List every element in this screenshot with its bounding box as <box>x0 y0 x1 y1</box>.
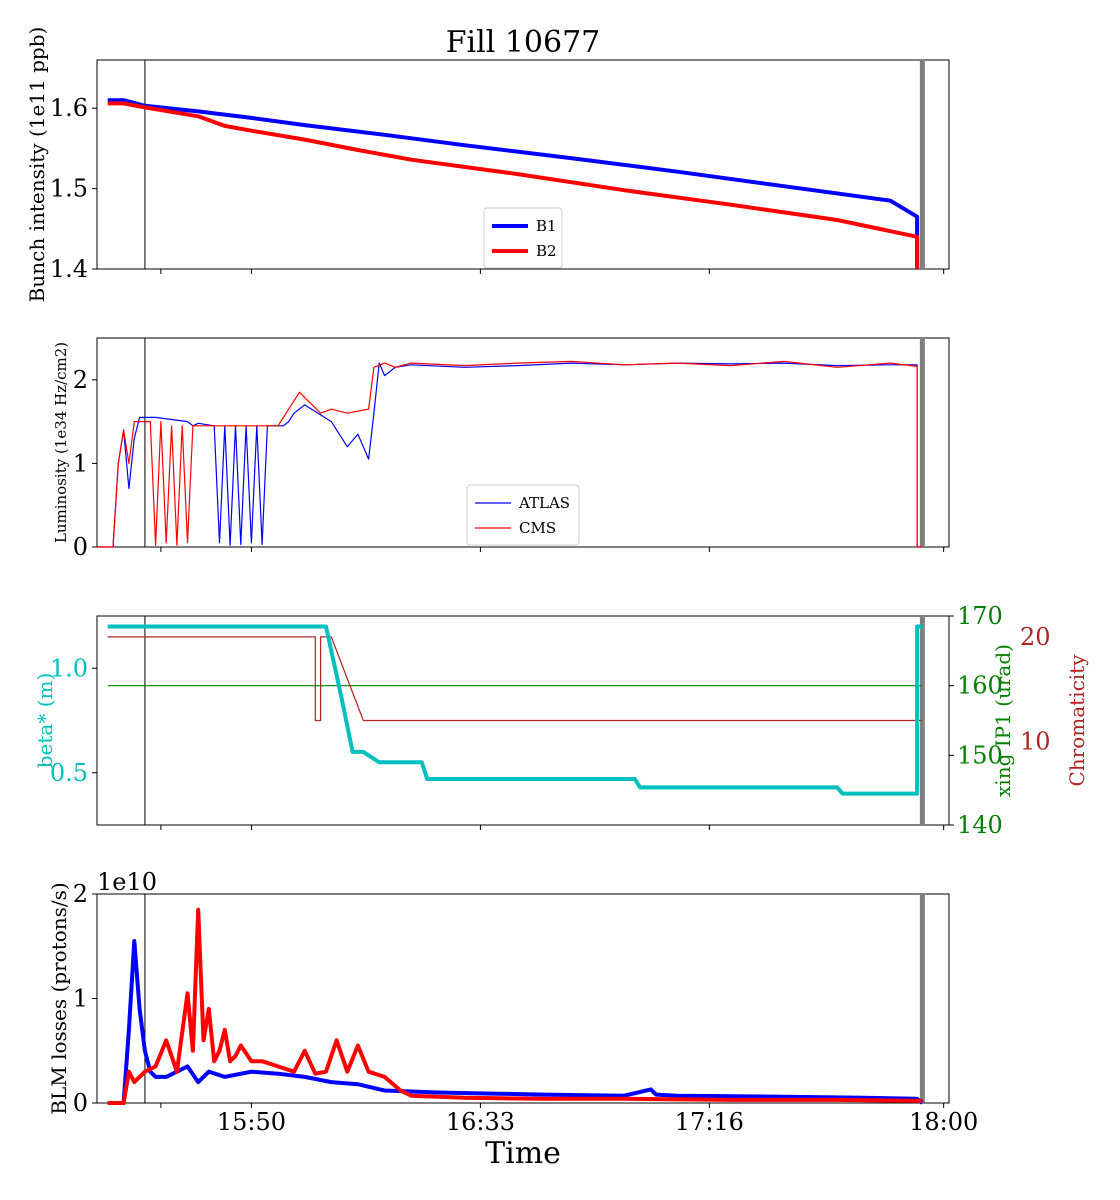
x-tick-label: 15:50 <box>217 1108 286 1136</box>
panel-1-series-b2 <box>107 101 920 269</box>
x-axis-label: Time <box>485 1136 561 1171</box>
panel-2-series-cms <box>97 360 923 548</box>
figure-title: Fill 10677 <box>446 25 601 60</box>
panel-4-series-b1 <box>107 939 924 1105</box>
panel-3-ytick-label: 0.5 <box>50 759 88 787</box>
x-tick-label: 17:16 <box>675 1108 744 1136</box>
panel-4-series-b2 <box>107 907 923 1105</box>
panel-2-frame <box>96 337 950 548</box>
panel-3-ytick-label-right: 150 <box>957 741 1003 769</box>
panel-4-offset-text: 1e10 <box>97 868 157 896</box>
panel-3-series-beta- <box>107 624 923 796</box>
panel-2-legend <box>466 484 580 546</box>
panel-1-ylabel: Bunch intensity (1e11 ppb) <box>25 27 49 303</box>
panel-1-ytick-label: 1.5 <box>50 175 88 203</box>
x-tick-label: 16:33 <box>446 1108 515 1136</box>
panel-2-ytick-label: 0 <box>73 533 88 561</box>
panel-1-legend-label: B2 <box>536 242 557 260</box>
panel-2-legend-label: ATLAS <box>518 494 570 512</box>
panel-3-ytick-label-chroma: 20 <box>1020 623 1051 651</box>
panel-1-series-b1 <box>107 98 920 269</box>
panel-4-ytick-label: 1 <box>73 985 88 1013</box>
panel-2-ytick-label: 1 <box>73 449 88 477</box>
panel-3-ytick-label-right: 140 <box>957 811 1003 839</box>
panel-4-frame <box>96 893 950 1104</box>
panel-2-ylabel: Luminosity (1e34 Hz/cm2) <box>52 342 70 543</box>
panel-3-ytick-label: 1.0 <box>50 654 88 682</box>
panel-1-ytick-label: 1.6 <box>50 94 88 122</box>
panel-3-ytick-label-right: 160 <box>957 672 1003 700</box>
panel-1-legend-label: B1 <box>536 217 557 235</box>
x-tick-label: 18:00 <box>909 1108 978 1136</box>
panel-3-ytick-label-chroma: 10 <box>1020 727 1051 755</box>
panel-3-series-chromaticity <box>107 636 923 722</box>
panel-2-ytick-label: 2 <box>73 366 88 394</box>
panel-1-frame <box>96 59 950 270</box>
panel-3-ylabel: xing IP1 (urad) <box>991 644 1015 797</box>
panel-1-ytick-label: 1.4 <box>50 255 88 283</box>
panel-2-legend-label: CMS <box>519 519 556 537</box>
panel-3-ylabel: Chromaticity <box>1065 654 1089 787</box>
panel-4-ytick-label: 2 <box>73 880 88 908</box>
panel-4-ylabel: BLM losses (protons/s) <box>47 882 71 1114</box>
panel-3-ylabel: beta* (m) <box>33 673 57 769</box>
panel-4-ytick-label: 0 <box>73 1089 88 1117</box>
panel-3-ytick-label-right: 170 <box>957 602 1003 630</box>
panel-3-frame <box>96 615 950 826</box>
